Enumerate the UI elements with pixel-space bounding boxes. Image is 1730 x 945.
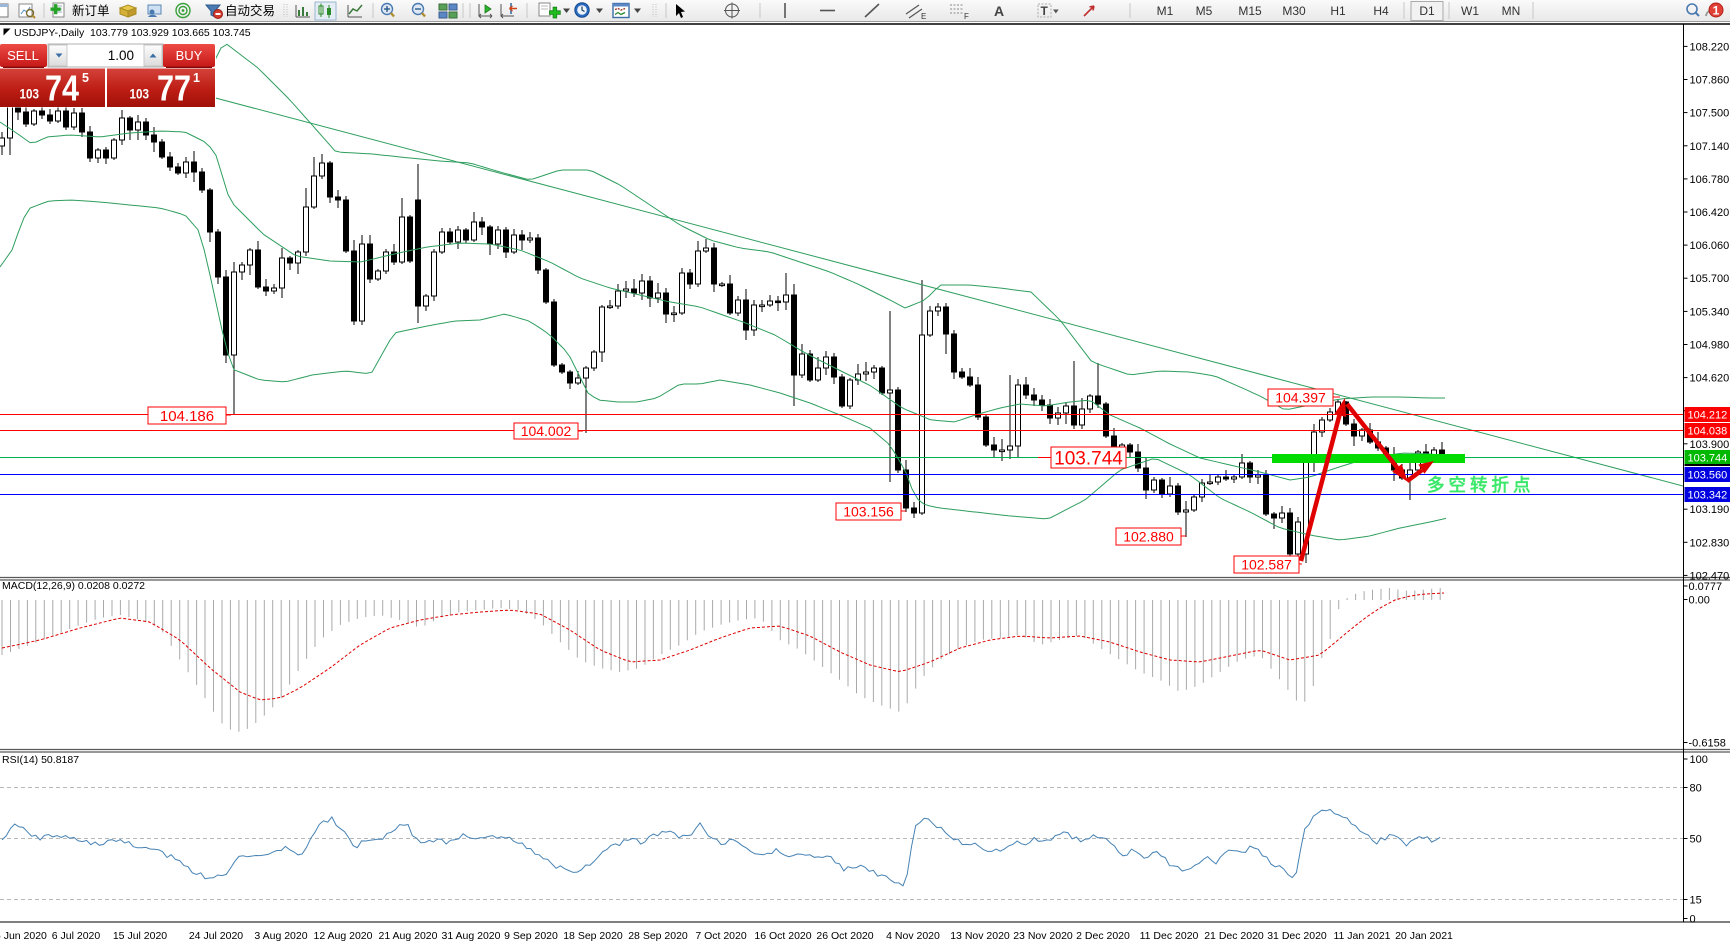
svg-text:20 Jan 2021: 20 Jan 2021 — [1395, 930, 1453, 942]
svg-text:W1: W1 — [1461, 4, 1479, 18]
svg-text:1: 1 — [1713, 4, 1720, 18]
svg-text:103.560: 103.560 — [1688, 470, 1728, 482]
svg-text:102.830: 102.830 — [1690, 537, 1730, 549]
svg-text:24 Jul 2020: 24 Jul 2020 — [189, 930, 243, 942]
svg-text:3 Aug 2020: 3 Aug 2020 — [254, 930, 307, 942]
svg-text:M15: M15 — [1238, 4, 1262, 18]
svg-text:104.212: 104.212 — [1688, 410, 1728, 422]
svg-text:16 Oct 2020: 16 Oct 2020 — [754, 930, 811, 942]
svg-text:104.980: 104.980 — [1690, 340, 1730, 352]
svg-text:H1: H1 — [1330, 4, 1346, 18]
svg-text:107.140: 107.140 — [1690, 141, 1730, 153]
svg-text:M5: M5 — [1196, 4, 1213, 18]
svg-text:106.420: 106.420 — [1690, 207, 1730, 219]
svg-text:103: 103 — [20, 87, 40, 102]
svg-text:SELL: SELL — [7, 48, 39, 63]
svg-text:26 Oct 2020: 26 Oct 2020 — [816, 930, 873, 942]
svg-text:102.470: 102.470 — [1690, 570, 1730, 582]
svg-text:103.744: 103.744 — [1688, 453, 1728, 465]
svg-text:103.744: 103.744 — [1054, 448, 1123, 469]
svg-text:107.860: 107.860 — [1690, 75, 1730, 87]
svg-text:2 Dec 2020: 2 Dec 2020 — [1076, 930, 1130, 942]
svg-text:106.060: 106.060 — [1690, 240, 1730, 252]
svg-text:12 Aug 2020: 12 Aug 2020 — [314, 930, 373, 942]
svg-text:103.342: 103.342 — [1688, 490, 1728, 502]
svg-text:5: 5 — [82, 71, 89, 85]
svg-text:MACD(12,26,9) 0.0208 0.0272: MACD(12,26,9) 0.0208 0.0272 — [2, 580, 145, 592]
svg-text:104.397: 104.397 — [1275, 390, 1326, 406]
svg-text:MN: MN — [1502, 4, 1521, 18]
svg-text:104.002: 104.002 — [521, 423, 572, 439]
svg-text:103.190: 103.190 — [1690, 504, 1730, 516]
svg-text:80: 80 — [1690, 783, 1702, 795]
svg-text:多空转折点: 多空转折点 — [1427, 475, 1535, 495]
svg-text:USDJPY-,Daily 103.779 103.929: USDJPY-,Daily 103.779 103.929 103.665 10… — [14, 27, 251, 39]
svg-text:74: 74 — [45, 68, 79, 109]
svg-text:104.186: 104.186 — [160, 408, 214, 425]
svg-text:6 Jul 2020: 6 Jul 2020 — [52, 930, 101, 942]
svg-text:-0.6158: -0.6158 — [1689, 738, 1726, 750]
svg-text:0.00: 0.00 — [1689, 595, 1710, 607]
svg-text:自动交易: 自动交易 — [225, 3, 275, 18]
svg-text:50: 50 — [1690, 834, 1702, 846]
svg-text:11 Dec 2020: 11 Dec 2020 — [1140, 930, 1199, 942]
svg-text:9 Sep 2020: 9 Sep 2020 — [504, 930, 558, 942]
svg-text:108.220: 108.220 — [1690, 41, 1730, 53]
svg-text:E: E — [921, 12, 926, 21]
svg-text:A: A — [994, 3, 1004, 19]
svg-text:RSI(14) 50.8187: RSI(14) 50.8187 — [2, 754, 79, 766]
svg-text:105.700: 105.700 — [1690, 273, 1730, 285]
svg-text:1: 1 — [193, 71, 200, 85]
svg-text:103: 103 — [130, 87, 150, 102]
svg-text:105.340: 105.340 — [1690, 306, 1730, 318]
svg-text:M30: M30 — [1282, 4, 1306, 18]
svg-text:T: T — [1041, 4, 1049, 18]
svg-text:4 Nov 2020: 4 Nov 2020 — [886, 930, 940, 942]
svg-text:D1: D1 — [1419, 4, 1435, 18]
svg-text:31 Aug 2020: 31 Aug 2020 — [442, 930, 501, 942]
svg-text:新订单: 新订单 — [72, 3, 110, 18]
svg-text:15: 15 — [1690, 895, 1702, 907]
svg-text:0: 0 — [1690, 914, 1696, 926]
svg-text:103.900: 103.900 — [1690, 439, 1730, 451]
svg-text:77: 77 — [157, 68, 191, 109]
svg-text:BUY: BUY — [176, 48, 203, 63]
svg-text:25 Jun 2020: 25 Jun 2020 — [0, 930, 47, 942]
svg-text:11 Jan 2021: 11 Jan 2021 — [1333, 930, 1390, 942]
svg-text:28 Sep 2020: 28 Sep 2020 — [628, 930, 688, 942]
svg-text:18 Sep 2020: 18 Sep 2020 — [563, 930, 623, 942]
svg-text:1.00: 1.00 — [108, 48, 134, 63]
svg-text:31 Dec 2020: 31 Dec 2020 — [1267, 930, 1327, 942]
svg-text:0.0777: 0.0777 — [1689, 581, 1723, 593]
svg-text:104.620: 104.620 — [1690, 373, 1730, 385]
svg-text:15 Jul 2020: 15 Jul 2020 — [113, 930, 167, 942]
svg-text:106.780: 106.780 — [1690, 174, 1730, 186]
svg-text:104.038: 104.038 — [1688, 426, 1728, 438]
svg-text:100: 100 — [1690, 754, 1708, 766]
svg-text:M1: M1 — [1157, 4, 1174, 18]
svg-text:F: F — [964, 12, 969, 21]
svg-text:23 Nov 2020: 23 Nov 2020 — [1013, 930, 1073, 942]
svg-text:107.500: 107.500 — [1690, 108, 1730, 120]
svg-text:13 Nov 2020: 13 Nov 2020 — [950, 930, 1010, 942]
svg-text:102.880: 102.880 — [1123, 529, 1174, 545]
svg-text:H4: H4 — [1373, 4, 1389, 18]
svg-text:102.587: 102.587 — [1241, 557, 1292, 573]
svg-text:21 Aug 2020: 21 Aug 2020 — [379, 930, 438, 942]
svg-text:7 Oct 2020: 7 Oct 2020 — [695, 930, 747, 942]
svg-text:103.156: 103.156 — [843, 504, 894, 520]
svg-text:21 Dec 2020: 21 Dec 2020 — [1204, 930, 1264, 942]
